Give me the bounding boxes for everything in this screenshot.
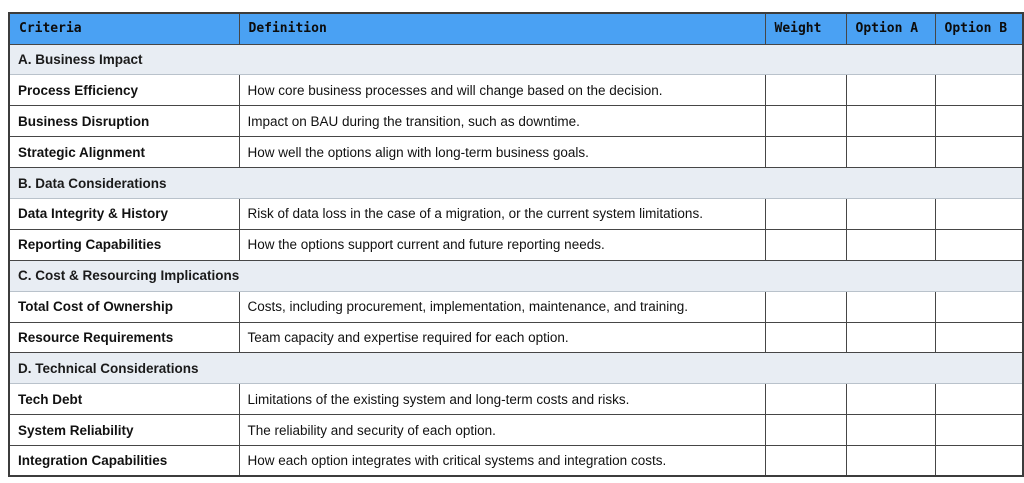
weight-cell[interactable] <box>764 197 847 230</box>
option-b-cell[interactable] <box>934 414 1024 447</box>
definition-cell: The reliability and security of each opt… <box>238 414 766 447</box>
table-row: Process Efficiency How core business pro… <box>8 74 1024 107</box>
criteria-cell: Business Disruption <box>8 105 240 138</box>
option-a-cell[interactable] <box>845 414 936 447</box>
table-row: Integration Capabilities How each option… <box>8 445 1024 477</box>
decision-matrix-table: Criteria Definition Weight Option A Opti… <box>8 12 1024 478</box>
table-header: Criteria Definition Weight Option A Opti… <box>8 12 1024 45</box>
option-b-cell[interactable] <box>934 197 1024 230</box>
definition-cell: Risk of data loss in the case of a migra… <box>238 197 766 230</box>
weight-cell[interactable] <box>764 290 847 323</box>
definition-cell: How core business processes and will cha… <box>238 74 766 107</box>
criteria-cell: Process Efficiency <box>8 74 240 107</box>
column-header-criteria[interactable]: Criteria <box>8 12 240 45</box>
section-row-technical-considerations: D. Technical Considerations <box>8 352 1024 385</box>
column-header-option-b[interactable]: Option B <box>934 12 1024 45</box>
criteria-cell: Data Integrity & History <box>8 197 240 230</box>
criteria-cell: Integration Capabilities <box>8 445 240 477</box>
option-a-cell[interactable] <box>845 228 936 261</box>
weight-cell[interactable] <box>764 74 847 107</box>
option-b-cell[interactable] <box>934 321 1024 354</box>
table-row: System Reliability The reliability and s… <box>8 414 1024 447</box>
column-header-weight[interactable]: Weight <box>764 12 847 45</box>
table-row: Strategic Alignment How well the options… <box>8 136 1024 169</box>
definition-cell: Limitations of the existing system and l… <box>238 383 766 416</box>
weight-cell[interactable] <box>764 136 847 169</box>
option-b-cell[interactable] <box>934 383 1024 416</box>
table-row: Tech Debt Limitations of the existing sy… <box>8 383 1024 416</box>
definition-cell: How well the options align with long-ter… <box>238 136 766 169</box>
weight-cell[interactable] <box>764 321 847 354</box>
table-row: Business Disruption Impact on BAU during… <box>8 105 1024 138</box>
table-row: Resource Requirements Team capacity and … <box>8 321 1024 354</box>
option-b-cell[interactable] <box>934 136 1024 169</box>
criteria-cell: Resource Requirements <box>8 321 240 354</box>
section-title: B. Data Considerations <box>8 167 1024 199</box>
option-b-cell[interactable] <box>934 105 1024 138</box>
definition-cell: Costs, including procurement, implementa… <box>238 290 766 323</box>
weight-cell[interactable] <box>764 228 847 261</box>
section-row-cost-resourcing: C. Cost & Resourcing Implications <box>8 259 1024 292</box>
column-header-definition[interactable]: Definition <box>238 12 766 45</box>
definition-cell: How each option integrates with critical… <box>238 445 766 477</box>
criteria-cell: Total Cost of Ownership <box>8 290 240 323</box>
section-title: A. Business Impact <box>8 43 1024 76</box>
table-row: Reporting Capabilities How the options s… <box>8 228 1024 261</box>
section-row-data-considerations: B. Data Considerations <box>8 167 1024 199</box>
weight-cell[interactable] <box>764 445 847 477</box>
criteria-cell: Reporting Capabilities <box>8 228 240 261</box>
option-a-cell[interactable] <box>845 74 936 107</box>
column-header-option-a[interactable]: Option A <box>845 12 936 45</box>
option-b-cell[interactable] <box>934 290 1024 323</box>
table-row: Data Integrity & History Risk of data lo… <box>8 197 1024 230</box>
option-a-cell[interactable] <box>845 290 936 323</box>
section-row-business-impact: A. Business Impact <box>8 43 1024 76</box>
option-a-cell[interactable] <box>845 383 936 416</box>
option-a-cell[interactable] <box>845 105 936 138</box>
weight-cell[interactable] <box>764 414 847 447</box>
criteria-cell: System Reliability <box>8 414 240 447</box>
criteria-cell: Tech Debt <box>8 383 240 416</box>
section-title: D. Technical Considerations <box>8 352 1024 385</box>
criteria-cell: Strategic Alignment <box>8 136 240 169</box>
table-row: Total Cost of Ownership Costs, including… <box>8 290 1024 323</box>
option-a-cell[interactable] <box>845 445 936 477</box>
option-a-cell[interactable] <box>845 197 936 230</box>
definition-cell: How the options support current and futu… <box>238 228 766 261</box>
option-a-cell[interactable] <box>845 136 936 169</box>
weight-cell[interactable] <box>764 383 847 416</box>
option-a-cell[interactable] <box>845 321 936 354</box>
option-b-cell[interactable] <box>934 228 1024 261</box>
option-b-cell[interactable] <box>934 74 1024 107</box>
option-b-cell[interactable] <box>934 445 1024 477</box>
definition-cell: Impact on BAU during the transition, suc… <box>238 105 766 138</box>
weight-cell[interactable] <box>764 105 847 138</box>
definition-cell: Team capacity and expertise required for… <box>238 321 766 354</box>
header-row: Criteria Definition Weight Option A Opti… <box>8 12 1024 45</box>
section-title: C. Cost & Resourcing Implications <box>8 259 1024 292</box>
